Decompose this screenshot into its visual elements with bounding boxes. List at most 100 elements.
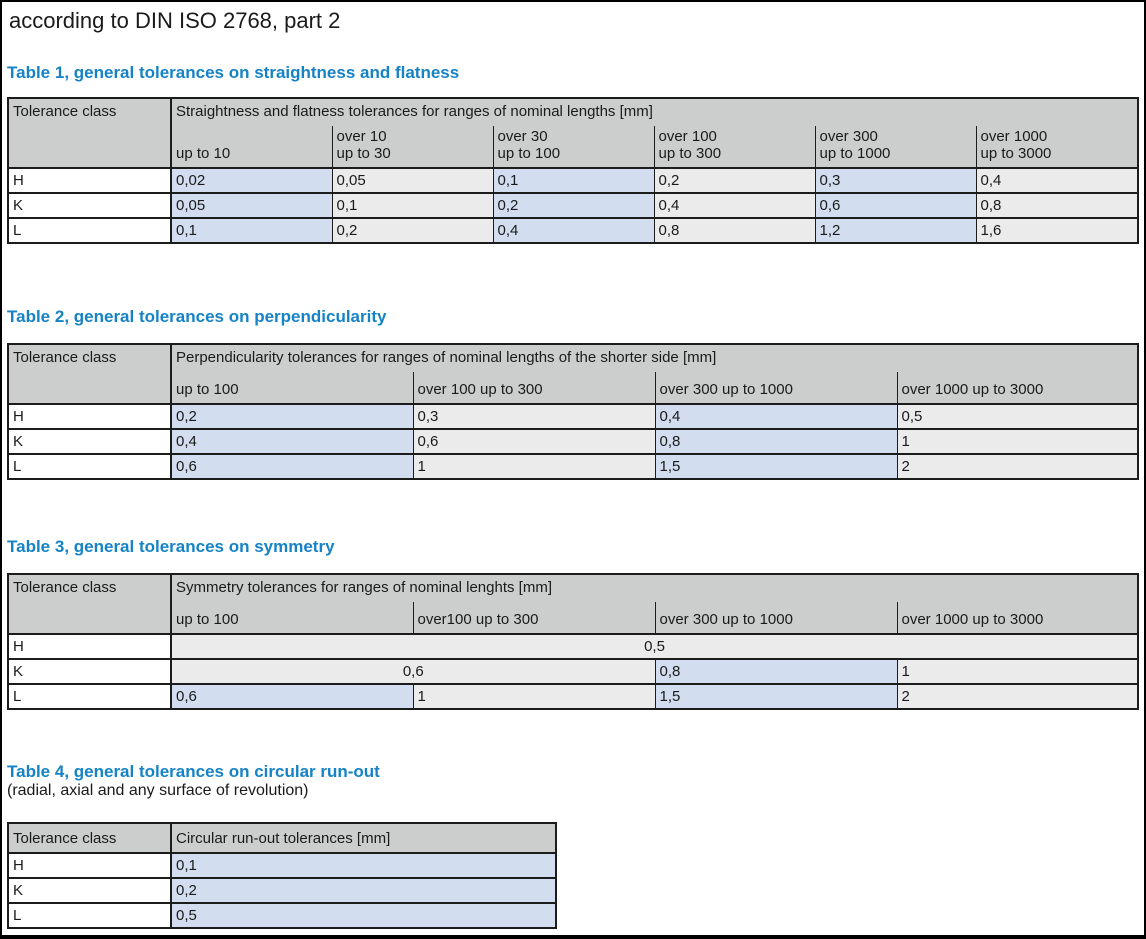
table3-section: Table 3, general tolerances on symmetry …	[7, 537, 1140, 710]
value-cell: 0,3	[814, 167, 977, 194]
value-cell: 2	[896, 453, 1139, 480]
tolerance-class-label: H	[7, 633, 172, 660]
value-cell: 0,1	[170, 852, 557, 879]
value-cell: 0,2	[170, 403, 414, 430]
value-cell: 0,2	[492, 192, 655, 219]
tolerance-class-label: K	[7, 658, 172, 685]
column-header: over 100 up to 300	[653, 126, 816, 169]
table4-subheading: (radial, axial and any surface of revolu…	[7, 782, 309, 799]
table1-heading: Table 1, general tolerances on straightn…	[7, 63, 460, 82]
table-row: H 0,5	[7, 633, 1139, 660]
value-cell: 0,8	[654, 428, 898, 455]
table-row: H 0,02 0,05 0,1 0,2 0,3 0,4	[7, 167, 1139, 194]
tolerance-class-label: L	[7, 217, 172, 244]
value-cell: 0,6	[170, 658, 656, 685]
value-cell: 1,2	[814, 217, 977, 244]
value-cell: 1	[896, 658, 1139, 685]
value-cell: 0,5	[896, 403, 1139, 430]
value-cell: 0,02	[170, 167, 333, 194]
value-cell: 0,6	[170, 453, 414, 480]
tolerance-class-label: L	[7, 902, 172, 929]
value-cell: 0,8	[653, 217, 816, 244]
table-row: K 0,05 0,1 0,2 0,4 0,6 0,8	[7, 192, 1139, 219]
value-cell: 0,1	[331, 192, 494, 219]
value-cell: 0,8	[654, 658, 898, 685]
table-row: H 0,2 0,3 0,4 0,5	[7, 403, 1139, 430]
column-header: over 300 up to 1000	[654, 602, 898, 635]
value-cell: 1	[412, 683, 656, 710]
table2-section: Table 2, general tolerances on perpendic…	[7, 307, 1140, 480]
value-cell: 0,5	[170, 633, 1139, 660]
value-cell: 0,2	[653, 167, 816, 194]
column-header: over 100 up to 300	[412, 372, 656, 405]
column-header: over 10 up to 30	[331, 126, 494, 169]
table-perpendicularity: Tolerance class Perpendicularity toleranc…	[7, 343, 1140, 480]
table-row: H 0,1	[7, 852, 557, 879]
tolerance-class-label: L	[7, 453, 172, 480]
value-cell: 0,4	[654, 403, 898, 430]
table-straightness-flatness: Tolerance class Straightness and flatness…	[7, 97, 1140, 244]
column-header: up to 100	[170, 372, 414, 405]
table2-heading: Table 2, general tolerances on perpendic…	[7, 307, 387, 326]
value-cell: 1,5	[654, 453, 898, 480]
value-cell: 0,5	[170, 902, 557, 929]
tolerance-class-label: K	[7, 192, 172, 219]
tolerance-class-label: H	[7, 403, 172, 430]
value-cell: 1,6	[975, 217, 1139, 244]
value-cell: 0,6	[814, 192, 977, 219]
value-cell: 0,4	[975, 167, 1139, 194]
page-title: according to DIN ISO 2768, part 2	[9, 8, 341, 33]
value-cell: 2	[896, 683, 1139, 710]
table1-section: Table 1, general tolerances on straightn…	[7, 63, 1140, 244]
value-cell: 1	[412, 453, 656, 480]
value-cell: 0,6	[170, 683, 414, 710]
span-header: Circular run-out tolerances [mm]	[170, 822, 557, 853]
tolerance-class-label: K	[7, 877, 172, 904]
value-cell: 0,4	[653, 192, 816, 219]
table3-heading: Table 3, general tolerances on symmetry	[7, 537, 335, 556]
corner-header: Tolerance class	[7, 573, 172, 635]
value-cell: 0,4	[170, 428, 414, 455]
column-header: over 300 up to 1000	[654, 372, 898, 405]
tolerance-class-label: L	[7, 683, 172, 710]
table-row: K 0,2	[7, 877, 557, 904]
table-row: K 0,6 0,8 1	[7, 658, 1139, 685]
corner-header: Tolerance class	[7, 822, 172, 854]
span-header: Perpendicularity tolerances for ranges o…	[170, 343, 1139, 372]
value-cell: 0,1	[170, 217, 333, 244]
tolerance-class-label: H	[7, 167, 172, 194]
column-header: over 1000 up to 3000	[896, 372, 1139, 405]
value-cell: 0,3	[412, 403, 656, 430]
column-header: over 1000 up to 3000	[975, 126, 1139, 169]
column-header: up to 10	[170, 126, 333, 169]
table-row: L 0,5	[7, 902, 557, 929]
value-cell: 0,1	[492, 167, 655, 194]
table4-section: Table 4, general tolerances on circular …	[7, 762, 1138, 929]
table4-heading: Table 4, general tolerances on circular …	[7, 762, 380, 781]
column-header: over 30 up to 100	[492, 126, 655, 169]
value-cell: 1	[896, 428, 1139, 455]
corner-header: Tolerance class	[7, 97, 172, 169]
value-cell: 0,6	[412, 428, 656, 455]
value-cell: 0,2	[170, 877, 557, 904]
table-row: L 0,6 1 1,5 2	[7, 683, 1139, 710]
value-cell: 1,5	[654, 683, 898, 710]
table-row: L 0,1 0,2 0,4 0,8 1,2 1,6	[7, 217, 1139, 244]
span-header: Symmetry tolerances for ranges of nomina…	[170, 573, 1139, 602]
value-cell: 0,05	[331, 167, 494, 194]
tolerance-class-label: K	[7, 428, 172, 455]
span-header: Straightness and flatness tolerances for…	[170, 97, 1139, 126]
column-header: over 1000 up to 3000	[896, 602, 1139, 635]
column-header: over100 up to 300	[412, 602, 656, 635]
table-circular-runout: Tolerance class Circular run-out toleranc…	[7, 822, 557, 929]
column-header: up to 100	[170, 602, 414, 635]
value-cell: 0,05	[170, 192, 333, 219]
column-header: over 300 up to 1000	[814, 126, 977, 169]
value-cell: 0,4	[492, 217, 655, 244]
table-row: K 0,4 0,6 0,8 1	[7, 428, 1139, 455]
corner-header: Tolerance class	[7, 343, 172, 405]
table-row: L 0,6 1 1,5 2	[7, 453, 1139, 480]
table-symmetry: Tolerance class Symmetry tolerances for r…	[7, 573, 1140, 710]
value-cell: 0,8	[975, 192, 1139, 219]
